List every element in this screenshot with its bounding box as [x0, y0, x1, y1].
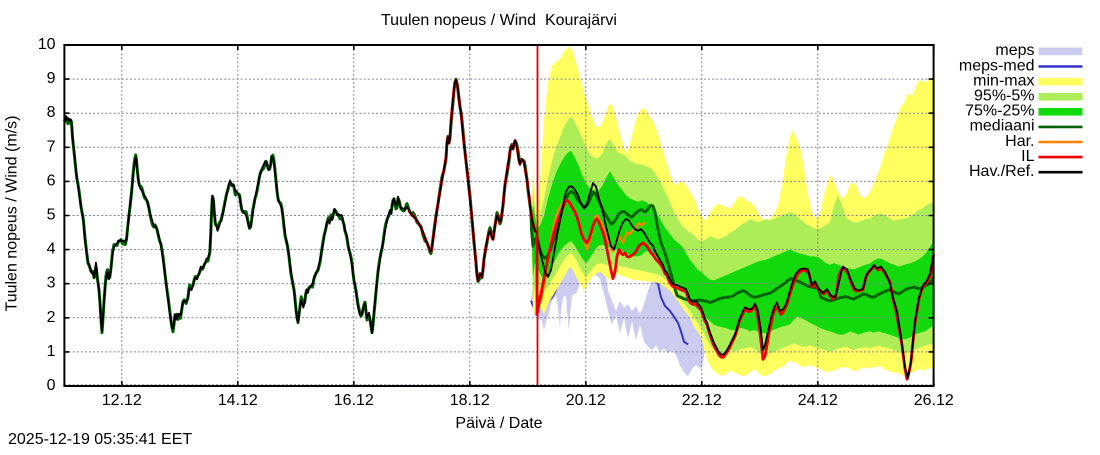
svg-text:18.12: 18.12: [450, 392, 490, 409]
svg-text:min-max: min-max: [973, 72, 1034, 89]
svg-text:2: 2: [47, 309, 56, 326]
svg-text:12.12: 12.12: [102, 392, 142, 409]
svg-text:14.12: 14.12: [218, 392, 258, 409]
svg-text:6: 6: [47, 172, 56, 189]
svg-text:4: 4: [47, 241, 56, 258]
svg-text:8: 8: [47, 104, 56, 121]
svg-text:IL: IL: [1021, 148, 1034, 165]
svg-text:Tuulen nopeus / Wind Kourajär: Tuulen nopeus / Wind Kourajärvi: [381, 12, 617, 29]
svg-text:Har.: Har.: [1005, 133, 1034, 150]
svg-text:20.12: 20.12: [566, 392, 606, 409]
svg-text:0: 0: [47, 377, 56, 394]
svg-text:1: 1: [47, 343, 56, 360]
svg-text:7: 7: [47, 138, 56, 155]
svg-text:26.12: 26.12: [914, 392, 954, 409]
svg-text:9: 9: [47, 70, 56, 87]
svg-text:5: 5: [47, 207, 56, 224]
svg-text:10: 10: [38, 36, 56, 53]
svg-text:2025-12-19 05:35:41 EET: 2025-12-19 05:35:41 EET: [8, 431, 192, 448]
svg-text:75%-25%: 75%-25%: [965, 103, 1034, 120]
svg-text:24.12: 24.12: [798, 392, 838, 409]
svg-text:95%-5%: 95%-5%: [974, 88, 1034, 105]
svg-text:Päivä / Date: Päivä / Date: [455, 415, 542, 432]
svg-text:Tuulen nopeus / Wind (m/s): Tuulen nopeus / Wind (m/s): [4, 116, 21, 312]
svg-text:3: 3: [47, 275, 56, 292]
svg-text:16.12: 16.12: [334, 392, 374, 409]
svg-text:meps: meps: [995, 42, 1034, 59]
svg-text:mediaani: mediaani: [970, 118, 1035, 135]
svg-text:meps-med: meps-med: [959, 57, 1035, 74]
svg-text:22.12: 22.12: [682, 392, 722, 409]
svg-text:Hav./Ref.: Hav./Ref.: [969, 163, 1035, 180]
